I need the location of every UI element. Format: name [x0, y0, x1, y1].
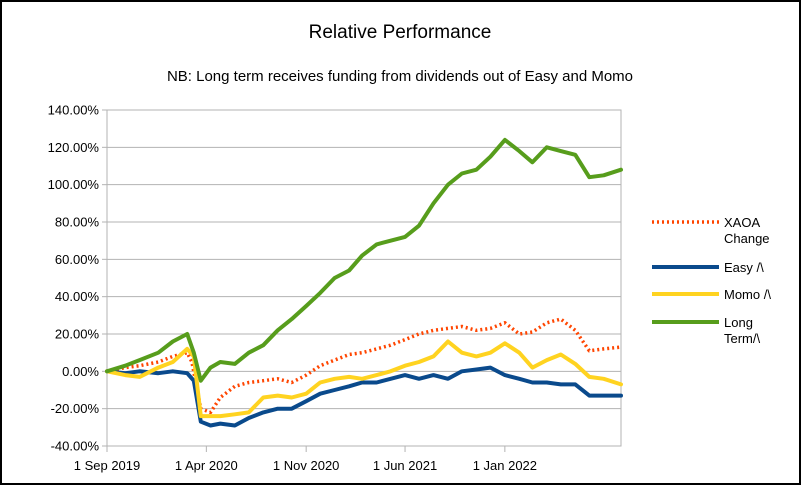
legend-label: Long	[724, 315, 753, 330]
chart-subtitle: NB: Long term receives funding from divi…	[167, 68, 633, 85]
plot-area	[106, 109, 622, 447]
legend-label: Change	[724, 231, 770, 246]
x-tick-label: 1 Nov 2020	[273, 458, 340, 473]
y-tick-label: -40.00%	[51, 439, 100, 454]
series-line-3	[105, 137, 623, 383]
y-tick-label: -20.00%	[51, 401, 100, 416]
legend-label: Easy /\	[724, 260, 764, 275]
legend-label: Term/\	[724, 331, 761, 346]
x-tick-label: 1 Apr 2020	[175, 458, 238, 473]
chart-title: Relative Performance	[309, 22, 492, 43]
x-tick-label: 1 Sep 2019	[74, 458, 141, 473]
y-axis-ticks: -40.00% -20.00% 0.00% 20.00% 40.00% 60.00% 80.…	[48, 103, 107, 454]
series-line-0	[106, 317, 622, 415]
y-tick-label: 100.00%	[48, 177, 100, 192]
y-tick-label: 80.00%	[55, 215, 100, 230]
series-line-1	[105, 365, 623, 428]
y-tick-label: 120.00%	[48, 140, 100, 155]
x-tick-label: 1 Jun 2021	[373, 458, 437, 473]
y-tick-label: 0.00%	[62, 364, 99, 379]
y-tick-label: 60.00%	[55, 252, 100, 267]
series-line-2	[105, 339, 623, 419]
legend-label: Momo /\	[724, 287, 771, 302]
gridlines	[106, 109, 622, 447]
y-tick-label: 40.00%	[55, 289, 100, 304]
x-axis-ticks: 1 Sep 2019 1 Apr 2020 1 Nov 2020 1 Jun 2021…	[74, 446, 537, 473]
legend-label: XAOA	[724, 215, 760, 230]
x-tick-label: 1 Jan 2022	[473, 458, 537, 473]
series-lines	[105, 137, 623, 428]
y-tick-label: 20.00%	[55, 327, 100, 342]
y-tick-label: 140.00%	[48, 103, 100, 118]
